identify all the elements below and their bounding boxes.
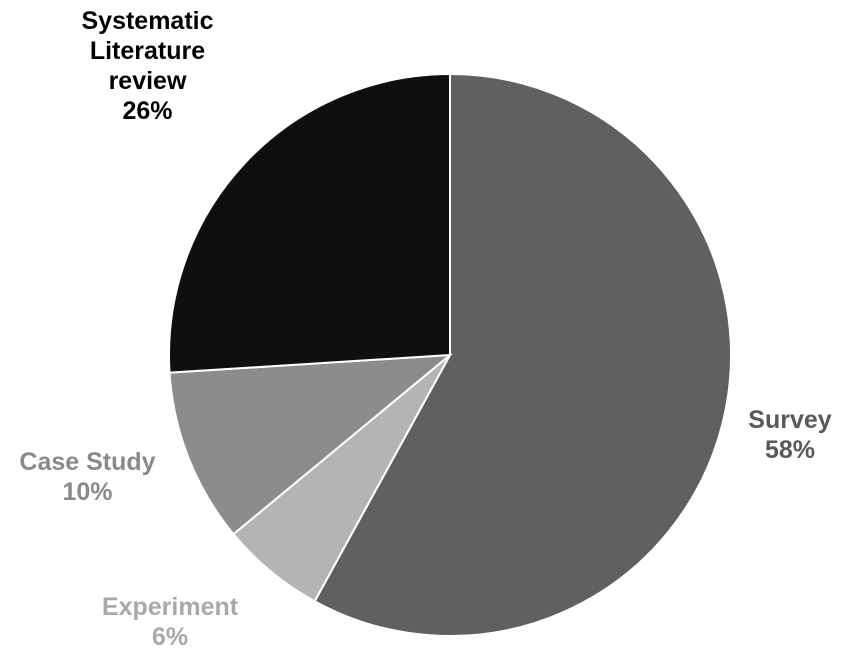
slice-label-experiment-value: 6% bbox=[151, 623, 189, 651]
slice-label-case-study: Case Study 10% bbox=[5, 447, 170, 507]
pie-slice-survey bbox=[313, 72, 733, 637]
slice-label-experiment-name: Experiment bbox=[101, 593, 239, 621]
slice-label-slr-line-2: Literature bbox=[89, 37, 206, 65]
slice-label-case-study-value: 10% bbox=[62, 478, 113, 506]
slice-label-slr-line-3: review bbox=[108, 67, 187, 95]
slice-label-survey-name: Survey bbox=[748, 406, 832, 434]
slice-label-experiment: Experiment 6% bbox=[80, 592, 260, 652]
slice-label-systematic-literature-review: Systematic Literature review 26% bbox=[60, 6, 235, 126]
pie-slice-systematic-literature-review bbox=[168, 72, 451, 374]
slice-label-survey: Survey 58% bbox=[720, 405, 851, 465]
slice-label-case-study-name: Case Study bbox=[19, 448, 156, 476]
slice-label-survey-value: 58% bbox=[764, 436, 816, 464]
pie-slice-case-study bbox=[168, 353, 454, 536]
slice-label-slr-line-1: Systematic bbox=[81, 7, 214, 35]
slice-label-slr-value: 26% bbox=[122, 97, 173, 125]
